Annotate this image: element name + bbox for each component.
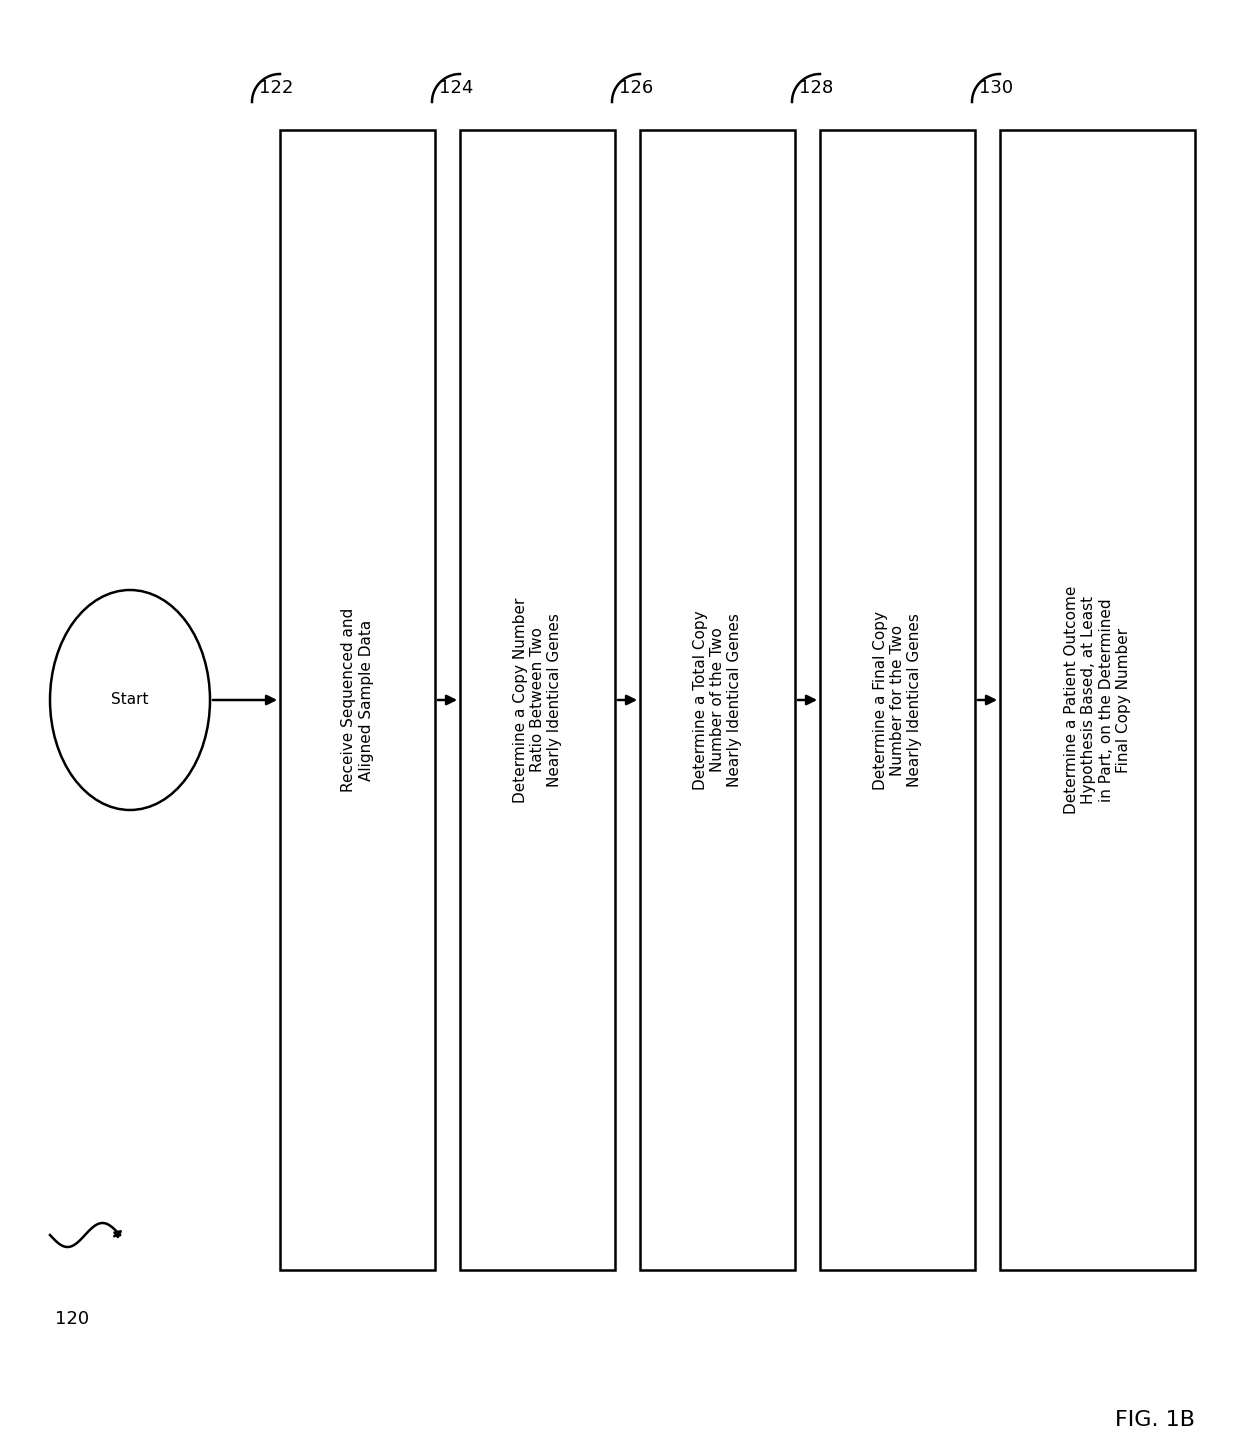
Text: 124: 124 bbox=[439, 78, 474, 97]
Text: Determine a Final Copy
Number for the Two
Nearly Identical Genes: Determine a Final Copy Number for the Tw… bbox=[873, 610, 923, 790]
Text: Determine a Total Copy
Number of the Two
Nearly Identical Genes: Determine a Total Copy Number of the Two… bbox=[693, 610, 743, 790]
Bar bbox=[280, 131, 435, 1270]
Text: 130: 130 bbox=[980, 78, 1013, 97]
Text: 126: 126 bbox=[619, 78, 653, 97]
Text: Determine a Copy Number
Ratio Between Two
Nearly Identical Genes: Determine a Copy Number Ratio Between Tw… bbox=[512, 597, 563, 803]
Bar bbox=[640, 131, 795, 1270]
Text: 122: 122 bbox=[259, 78, 294, 97]
Text: FIG. 1B: FIG. 1B bbox=[1115, 1410, 1195, 1430]
Bar bbox=[460, 131, 615, 1270]
Text: Receive Sequenced and
Aligned Sample Data: Receive Sequenced and Aligned Sample Dat… bbox=[341, 608, 373, 793]
Bar bbox=[999, 131, 1195, 1270]
Text: Determine a Patient Outcome
Hypothesis Based, at Least
in Part, on the Determine: Determine a Patient Outcome Hypothesis B… bbox=[1064, 585, 1131, 815]
Bar bbox=[820, 131, 975, 1270]
Text: Start: Start bbox=[112, 693, 149, 707]
Text: 120: 120 bbox=[55, 1310, 89, 1329]
Text: 128: 128 bbox=[799, 78, 833, 97]
